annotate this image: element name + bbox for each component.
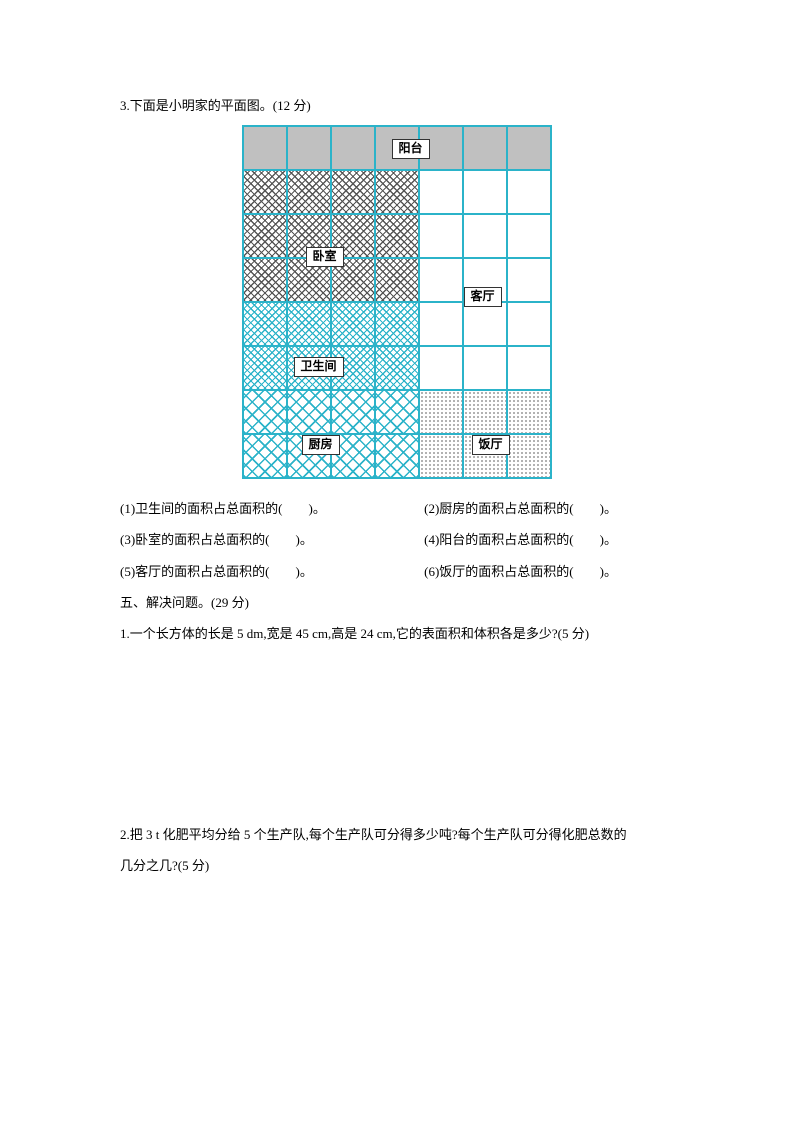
cell-kitchen <box>244 435 288 479</box>
cell-bath <box>376 303 420 347</box>
cell-living <box>508 259 552 303</box>
cell-living <box>420 303 464 347</box>
problem-2-line2: 几分之几?(5 分) <box>120 850 673 881</box>
cell-balcony <box>244 127 288 171</box>
cell-bedroom <box>288 171 332 215</box>
cell-bath <box>376 347 420 391</box>
cell-bedroom <box>244 171 288 215</box>
cell-balcony <box>464 127 508 171</box>
cell-bath <box>288 303 332 347</box>
cell-balcony <box>332 127 376 171</box>
cell-living <box>464 171 508 215</box>
cell-dining <box>464 391 508 435</box>
label-living: 客厅 <box>464 287 502 307</box>
cell-living <box>508 303 552 347</box>
cell-bath <box>244 303 288 347</box>
label-balcony: 阳台 <box>392 139 430 159</box>
cell-dining <box>420 391 464 435</box>
cell-living <box>508 215 552 259</box>
cell-living <box>508 347 552 391</box>
cell-living <box>420 171 464 215</box>
floorplan-container: 阳台卧室客厅卫生间厨房 饭厅 <box>120 125 673 479</box>
cell-bath <box>332 303 376 347</box>
problem-2-line1: 2.把 3 t 化肥平均分给 5 个生产队,每个生产队可分得多少吨?每个生产队可… <box>120 819 673 850</box>
cell-bedroom <box>244 259 288 303</box>
cell-living <box>464 215 508 259</box>
cell-balcony <box>508 127 552 171</box>
sub-q2: (2)厨房的面积占总面积的( )。 <box>424 493 673 524</box>
label-bedroom: 卧室 <box>306 247 344 267</box>
cell-balcony <box>288 127 332 171</box>
label-dining: 饭厅 <box>472 435 510 455</box>
cell-bedroom <box>376 171 420 215</box>
label-bath: 卫生间 <box>294 357 344 377</box>
floorplan-grid: 阳台卧室客厅卫生间厨房 饭厅 <box>242 125 552 479</box>
sub-q5: (5)客厅的面积占总面积的( )。 <box>120 556 424 587</box>
cell-living <box>420 215 464 259</box>
cell-bath <box>244 347 288 391</box>
cell-kitchen <box>376 435 420 479</box>
sub-q4: (4)阳台的面积占总面积的( )。 <box>424 524 673 555</box>
cell-bedroom <box>332 171 376 215</box>
sub-q3: (3)卧室的面积占总面积的( )。 <box>120 524 424 555</box>
cell-living <box>420 347 464 391</box>
cell-kitchen <box>244 391 288 435</box>
cell-kitchen <box>332 391 376 435</box>
cell-dining <box>508 435 552 479</box>
question-3-title: 3.下面是小明家的平面图。(12 分) <box>120 90 673 121</box>
cell-kitchen <box>288 391 332 435</box>
cell-living <box>464 347 508 391</box>
cell-dining <box>508 391 552 435</box>
cell-bedroom <box>376 259 420 303</box>
workspace-gap-1 <box>120 649 673 819</box>
sub-q1: (1)卫生间的面积占总面积的( )。 <box>120 493 424 524</box>
section-5-title: 五、解决问题。(29 分) <box>120 587 673 618</box>
label-kitchen: 厨房 <box>302 435 340 455</box>
cell-living <box>508 171 552 215</box>
cell-bedroom <box>244 215 288 259</box>
problem-1: 1.一个长方体的长是 5 dm,宽是 45 cm,高是 24 cm,它的表面积和… <box>120 618 673 649</box>
cell-dining <box>420 435 464 479</box>
cell-living <box>420 259 464 303</box>
cell-kitchen <box>376 391 420 435</box>
cell-living <box>464 303 508 347</box>
cell-bedroom <box>376 215 420 259</box>
sub-q6: (6)饭厅的面积占总面积的( )。 <box>424 556 673 587</box>
